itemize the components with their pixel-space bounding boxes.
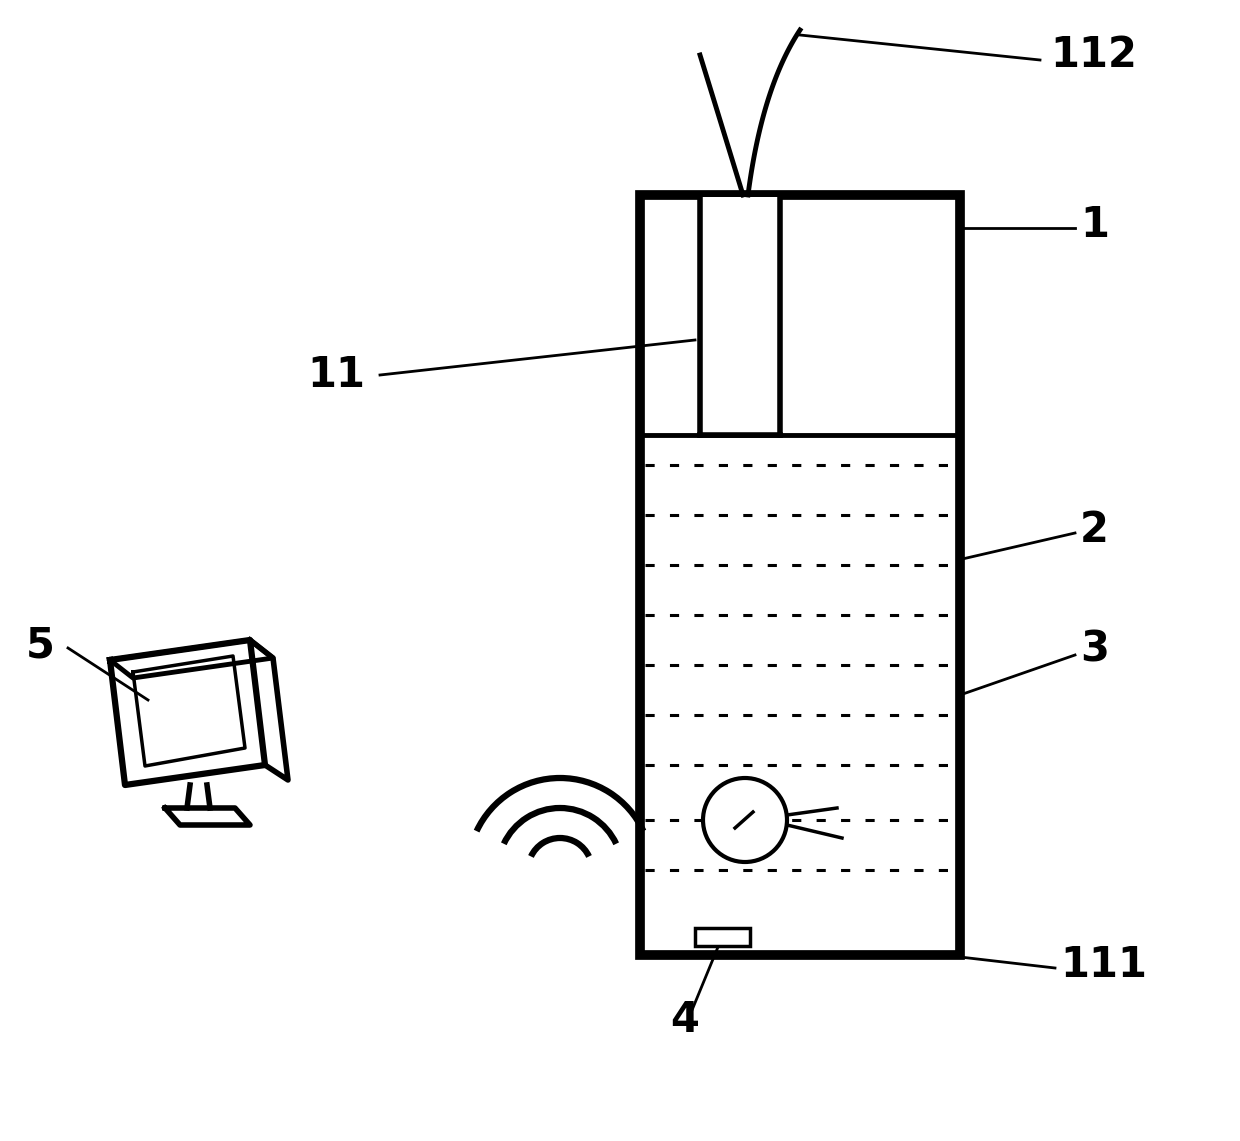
Bar — [702, 197, 777, 432]
Bar — [640, 195, 960, 955]
Text: 112: 112 — [1050, 34, 1137, 76]
Text: 2: 2 — [1080, 509, 1109, 551]
Text: 11: 11 — [308, 354, 365, 396]
Text: 4: 4 — [671, 1000, 699, 1041]
Circle shape — [703, 778, 787, 861]
Text: 1: 1 — [1080, 204, 1109, 246]
Text: 5: 5 — [26, 624, 55, 666]
Bar — [694, 928, 750, 946]
Text: 3: 3 — [1080, 629, 1109, 671]
Text: 111: 111 — [1060, 944, 1147, 986]
